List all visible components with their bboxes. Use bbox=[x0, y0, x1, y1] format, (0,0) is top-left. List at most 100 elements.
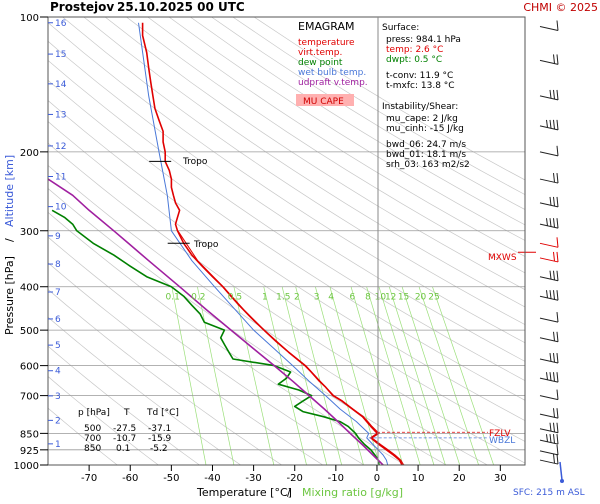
mixing-ratio-tick-label: 3 bbox=[314, 293, 320, 303]
pressure-tick-label: 500 bbox=[20, 326, 39, 337]
instability-mu-cape: mu_cape: 2 J/kg bbox=[386, 114, 458, 124]
sfc-label: SFC: 215 m ASL bbox=[513, 488, 585, 498]
temperature-tick-label: -20 bbox=[287, 473, 303, 484]
table-row-td: -5.2 bbox=[150, 444, 168, 454]
y-axis-label-separator: / bbox=[3, 238, 16, 242]
altitude-tick-label: 13 bbox=[55, 110, 66, 120]
table-row-p: 500 bbox=[84, 424, 101, 434]
altitude-tick-label: 11 bbox=[55, 172, 66, 182]
table-row-t: -10.7 bbox=[113, 434, 136, 444]
mixing-ratio-tick-label: 12 bbox=[385, 293, 396, 303]
tropopause-label: Tropo bbox=[193, 240, 219, 250]
table-row-p: 850 bbox=[84, 444, 101, 454]
table-row-td: -37.1 bbox=[148, 424, 171, 434]
altitude-tick-label: 10 bbox=[55, 203, 67, 213]
mixing-ratio-tick-label: 25 bbox=[428, 293, 439, 303]
surface-dwpt: dwpt: 0.5 °C bbox=[386, 55, 442, 65]
legend-wet-bulb: wet bulb temp. bbox=[298, 68, 366, 78]
altitude-tick-label: 9 bbox=[55, 232, 61, 242]
sounding-datetime: 25.10.2025 00 UTC bbox=[117, 0, 245, 14]
pressure-tick-label: 200 bbox=[20, 148, 39, 159]
instability-mu-cinh: mu_cinh: -15 J/kg bbox=[386, 124, 464, 134]
station-title: Prostejov bbox=[50, 0, 114, 14]
mixing-ratio-tick-label: 2 bbox=[294, 293, 300, 303]
legend-temperature: temperature bbox=[298, 38, 355, 48]
altitude-tick-label: 1 bbox=[55, 440, 61, 450]
surface-temp: temp: 2.6 °C bbox=[386, 45, 443, 55]
surface-tconv: t-conv: 11.9 °C bbox=[386, 71, 453, 81]
temperature-tick-label: 10 bbox=[412, 473, 425, 484]
tropopause-label: Tropo bbox=[182, 157, 208, 167]
altitude-axis-label: Altitude [km] bbox=[3, 155, 16, 227]
temperature-tick-label: -40 bbox=[204, 473, 220, 484]
legend-dew-point: dew point bbox=[298, 58, 343, 68]
legend-updraft: udpraft v.temp. bbox=[298, 78, 368, 88]
mxws-label: MXWS bbox=[488, 253, 517, 263]
table-header-t: T bbox=[123, 408, 130, 418]
instability-bwd01: bwd_01: 18.1 m/s bbox=[386, 150, 466, 160]
instability-bwd06: bwd_06: 24.7 m/s bbox=[386, 140, 466, 150]
table-row-t: -27.5 bbox=[113, 424, 136, 434]
temperature-tick-label: -50 bbox=[163, 473, 179, 484]
wbzl-label: WBZL bbox=[489, 436, 515, 446]
mixing-ratio-tick-label: 1.5 bbox=[276, 293, 290, 303]
surface-tmxfc: t-mxfc: 13.8 °C bbox=[386, 81, 455, 91]
table-header-p: p [hPa] bbox=[78, 408, 110, 418]
mixing-ratio-tick-label: 8 bbox=[365, 293, 371, 303]
mixing-ratio-tick-label: 15 bbox=[398, 293, 409, 303]
legend-title: EMAGRAM bbox=[298, 20, 355, 33]
pressure-tick-label: 300 bbox=[20, 227, 39, 238]
table-row-t: 0.1 bbox=[116, 444, 130, 454]
mixing-ratio-axis-label: Mixing ratio [g/kg] bbox=[302, 486, 403, 499]
temperature-tick-label: 20 bbox=[453, 473, 466, 484]
altitude-tick-label: 16 bbox=[55, 19, 67, 29]
mixing-ratio-tick-label: 0.2 bbox=[191, 293, 205, 303]
temperature-tick-label: 30 bbox=[494, 473, 507, 484]
pressure-tick-label: 850 bbox=[20, 429, 39, 440]
temperature-tick-label: -70 bbox=[81, 473, 97, 484]
pressure-tick-label: 925 bbox=[20, 446, 39, 457]
table-header-td: Td [°C] bbox=[146, 408, 179, 418]
surface-wind-dot bbox=[560, 479, 564, 483]
pressure-tick-label: 700 bbox=[20, 392, 39, 403]
altitude-tick-label: 8 bbox=[55, 260, 61, 270]
temperature-tick-label: -60 bbox=[122, 473, 138, 484]
pressure-tick-label: 100 bbox=[20, 13, 39, 24]
mixing-ratio-tick-label: 6 bbox=[350, 293, 356, 303]
temperature-tick-label: 0 bbox=[374, 473, 380, 484]
altitude-tick-label: 2 bbox=[55, 416, 61, 426]
credit-label: CHMI © 2025 bbox=[523, 1, 598, 14]
mixing-ratio-tick-label: 4 bbox=[328, 293, 334, 303]
temperature-tick-label: -10 bbox=[328, 473, 344, 484]
pressure-tick-label: 1000 bbox=[14, 461, 39, 472]
pressure-tick-label: 400 bbox=[20, 283, 39, 294]
legend-virt-temp: virt.temp. bbox=[298, 48, 342, 58]
altitude-tick-label: 12 bbox=[55, 142, 66, 152]
altitude-tick-label: 14 bbox=[55, 80, 67, 90]
mixing-ratio-tick-label: 0.1 bbox=[165, 293, 179, 303]
mu-cape-label: MU CAPE bbox=[303, 97, 344, 107]
altitude-tick-label: 4 bbox=[55, 367, 61, 377]
mixing-ratio-tick-label: 0.5 bbox=[228, 293, 242, 303]
altitude-tick-label: 3 bbox=[55, 392, 61, 402]
altitude-tick-label: 15 bbox=[55, 50, 66, 60]
temperature-tick-label: -30 bbox=[245, 473, 261, 484]
instability-title: Instability/Shear: bbox=[382, 102, 458, 112]
mixing-ratio-tick-label: 1 bbox=[262, 293, 268, 303]
y-axis-label: Pressure [hPa] bbox=[3, 256, 16, 335]
level-table: p [hPa] T Td [°C] 500 -27.5 -37.1 700 -1… bbox=[78, 408, 179, 454]
altitude-tick-label: 5 bbox=[55, 341, 61, 351]
table-row-p: 700 bbox=[84, 434, 101, 444]
altitude-tick-label: 6 bbox=[55, 315, 61, 325]
x-axis-label-separator: / bbox=[287, 486, 291, 499]
altitude-tick-label: 7 bbox=[55, 288, 61, 298]
x-axis-label: Temperature [°C] bbox=[196, 486, 292, 499]
pressure-tick-label: 600 bbox=[20, 362, 39, 373]
instability-srh03: srh_03: 163 m2/s2 bbox=[386, 160, 470, 170]
table-row-td: -15.9 bbox=[148, 434, 172, 444]
mixing-ratio-tick-label: 20 bbox=[415, 293, 427, 303]
surface-title: Surface: bbox=[382, 23, 419, 33]
surface-press: press: 984.1 hPa bbox=[386, 35, 461, 45]
